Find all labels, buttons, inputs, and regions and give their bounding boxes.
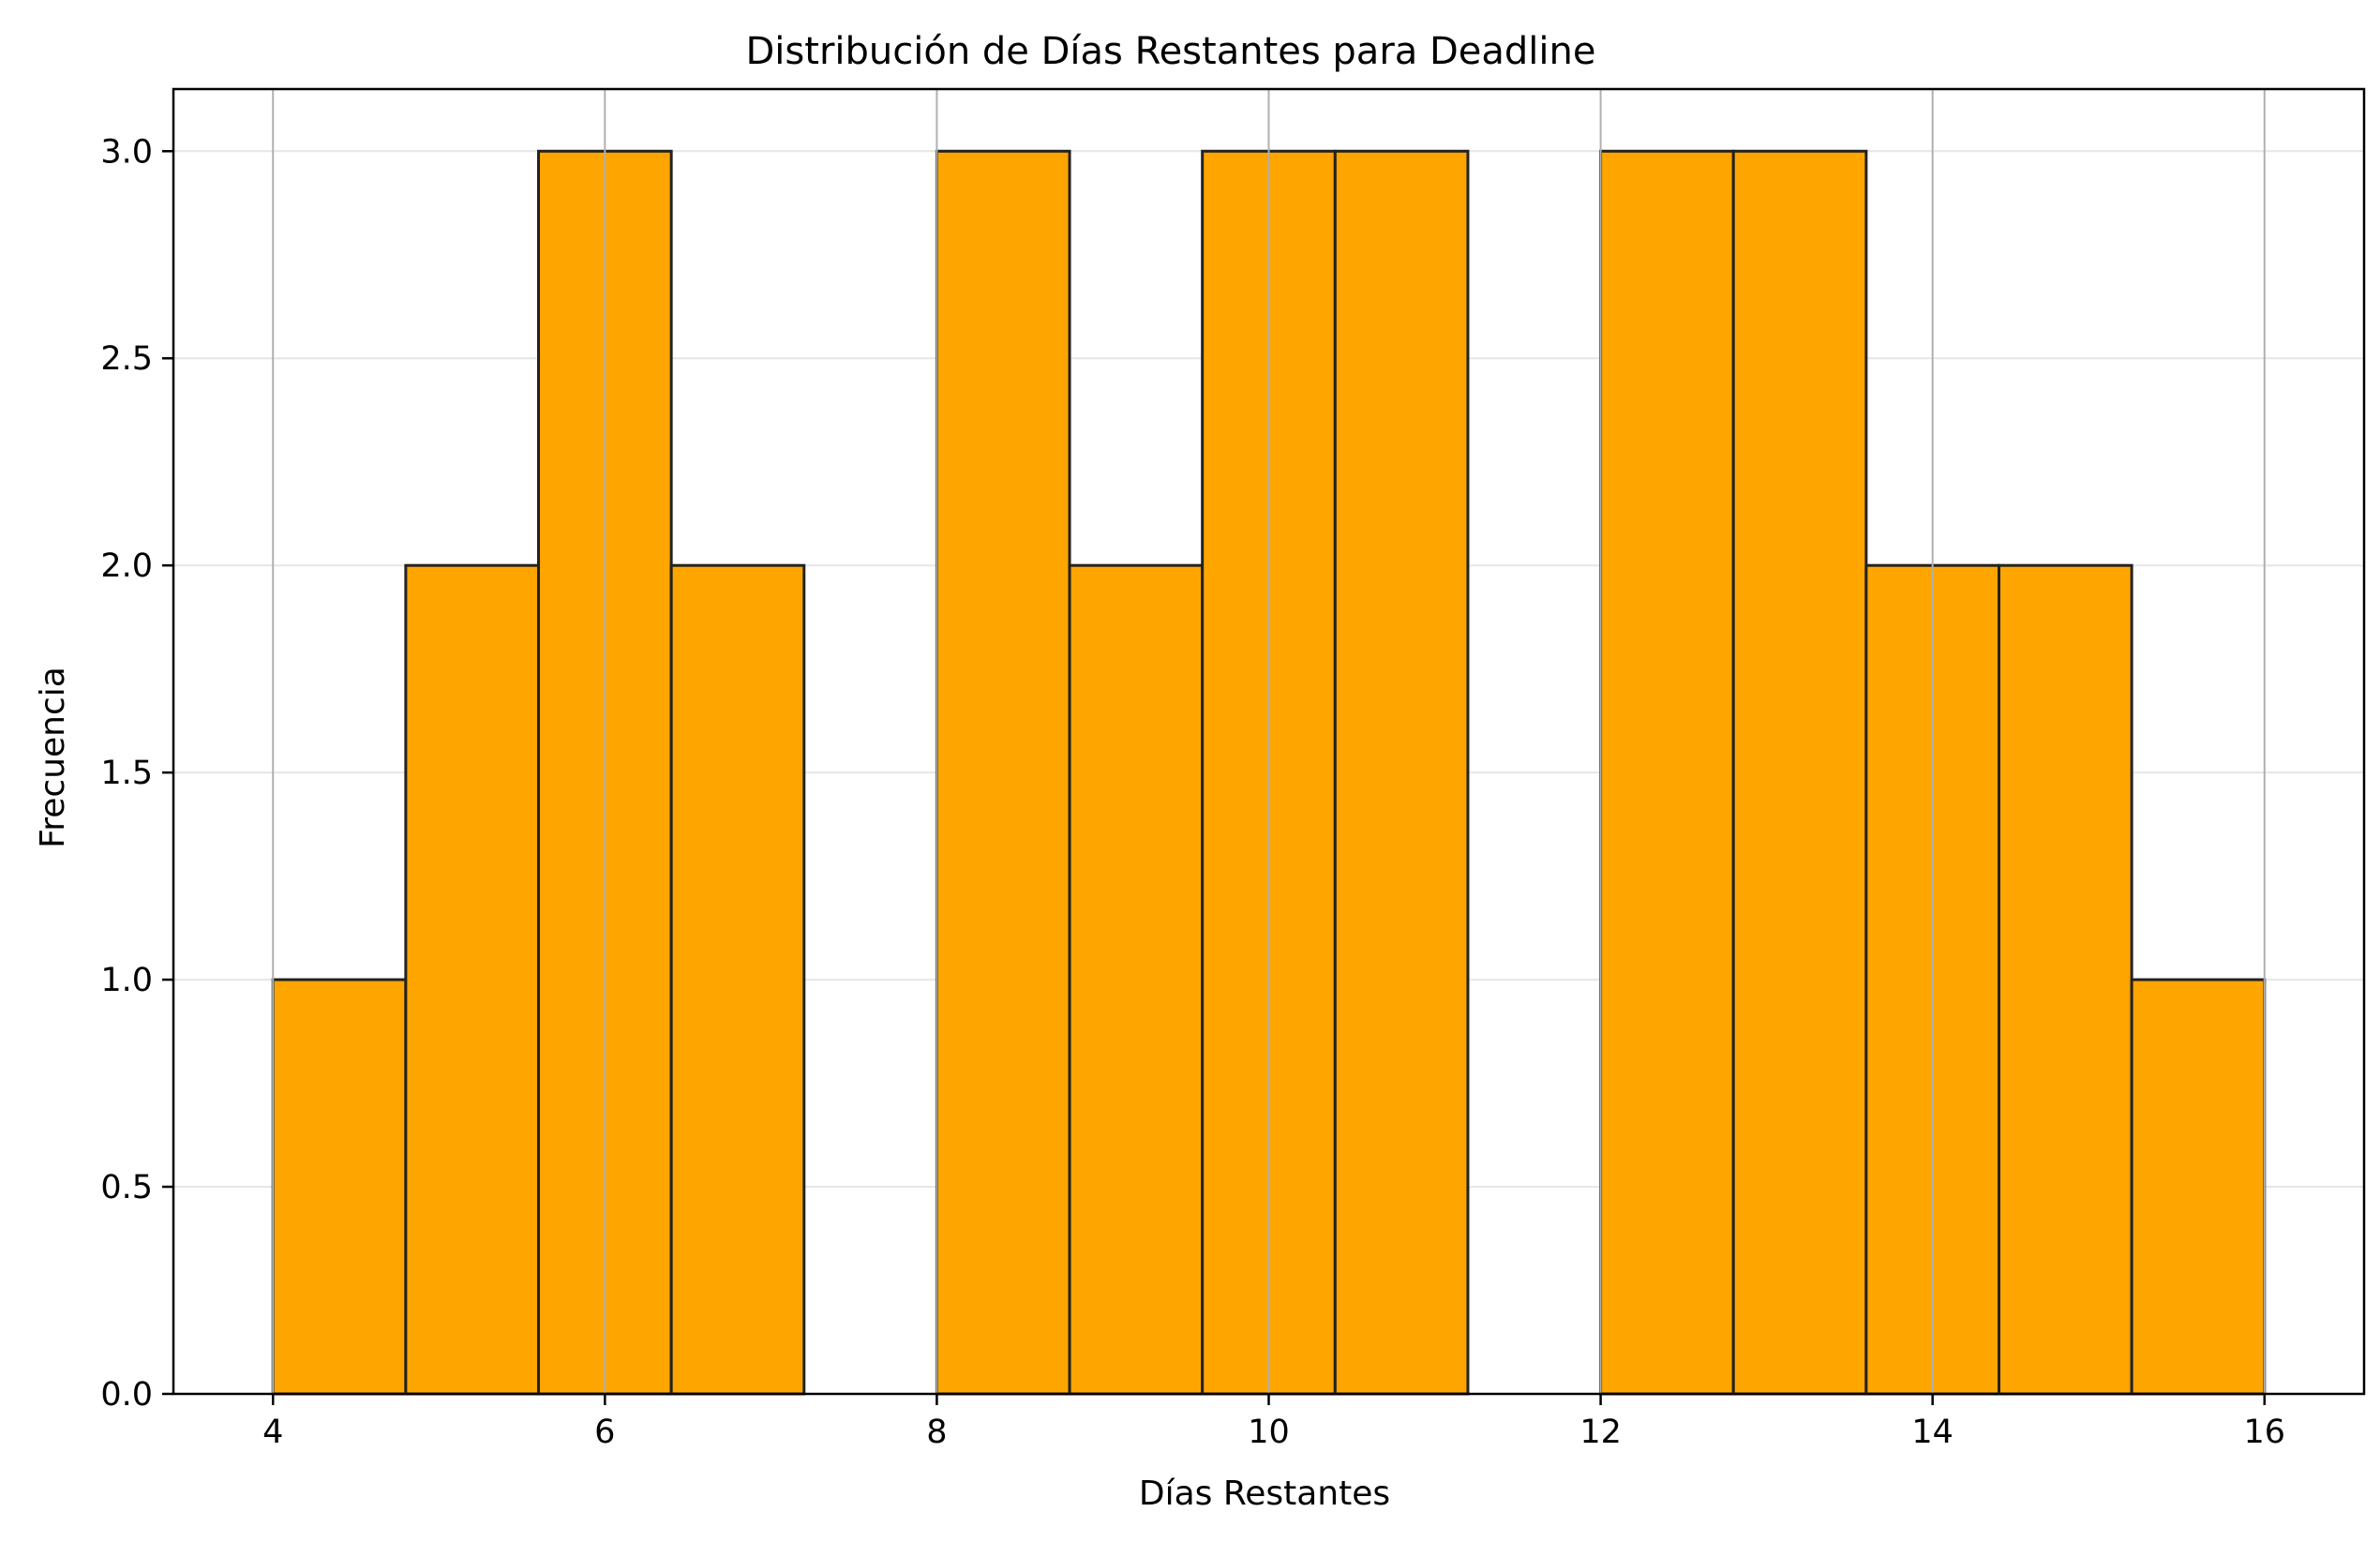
y-tick-label: 1.5 xyxy=(100,755,153,792)
x-tick-label: 6 xyxy=(594,1414,615,1451)
histogram-bar xyxy=(1068,563,1205,1396)
y-tick-label: 1.0 xyxy=(100,962,153,999)
y-tick-label: 2.0 xyxy=(100,547,153,585)
y-tick-label: 0.5 xyxy=(100,1169,153,1206)
histogram-bar xyxy=(1731,149,1868,1396)
histogram-bar xyxy=(271,978,408,1396)
x-tick-label: 8 xyxy=(926,1414,947,1451)
x-tick-label: 10 xyxy=(1248,1414,1290,1451)
histogram-bar xyxy=(1998,563,2133,1396)
histogram-bar xyxy=(404,563,541,1396)
y-tick-label: 3.0 xyxy=(100,133,153,171)
histogram-bar xyxy=(935,149,1071,1396)
x-tick-label: 4 xyxy=(262,1414,283,1451)
histogram-bar xyxy=(1333,149,1470,1396)
y-tick-label: 0.0 xyxy=(100,1376,153,1414)
histogram-bar xyxy=(669,563,806,1396)
y-axis-label: Frecuencia xyxy=(34,666,72,848)
y-tick-label: 2.5 xyxy=(100,340,153,378)
x-tick-label: 16 xyxy=(2243,1414,2285,1451)
histogram-bar xyxy=(2130,978,2267,1396)
chart-title: Distribución de Días Restantes para Dead… xyxy=(746,30,1596,73)
x-axis-label: Días Restantes xyxy=(1139,1475,1390,1513)
x-tick-label: 12 xyxy=(1579,1414,1622,1451)
histogram-bar xyxy=(1599,149,1735,1396)
tick-labels: 4 6 8 10 12 14 16 0.0 0.5 1.0 1.5 2.0 2.5 3.0 xyxy=(100,133,2285,1451)
x-tick-label: 14 xyxy=(1911,1414,1953,1451)
